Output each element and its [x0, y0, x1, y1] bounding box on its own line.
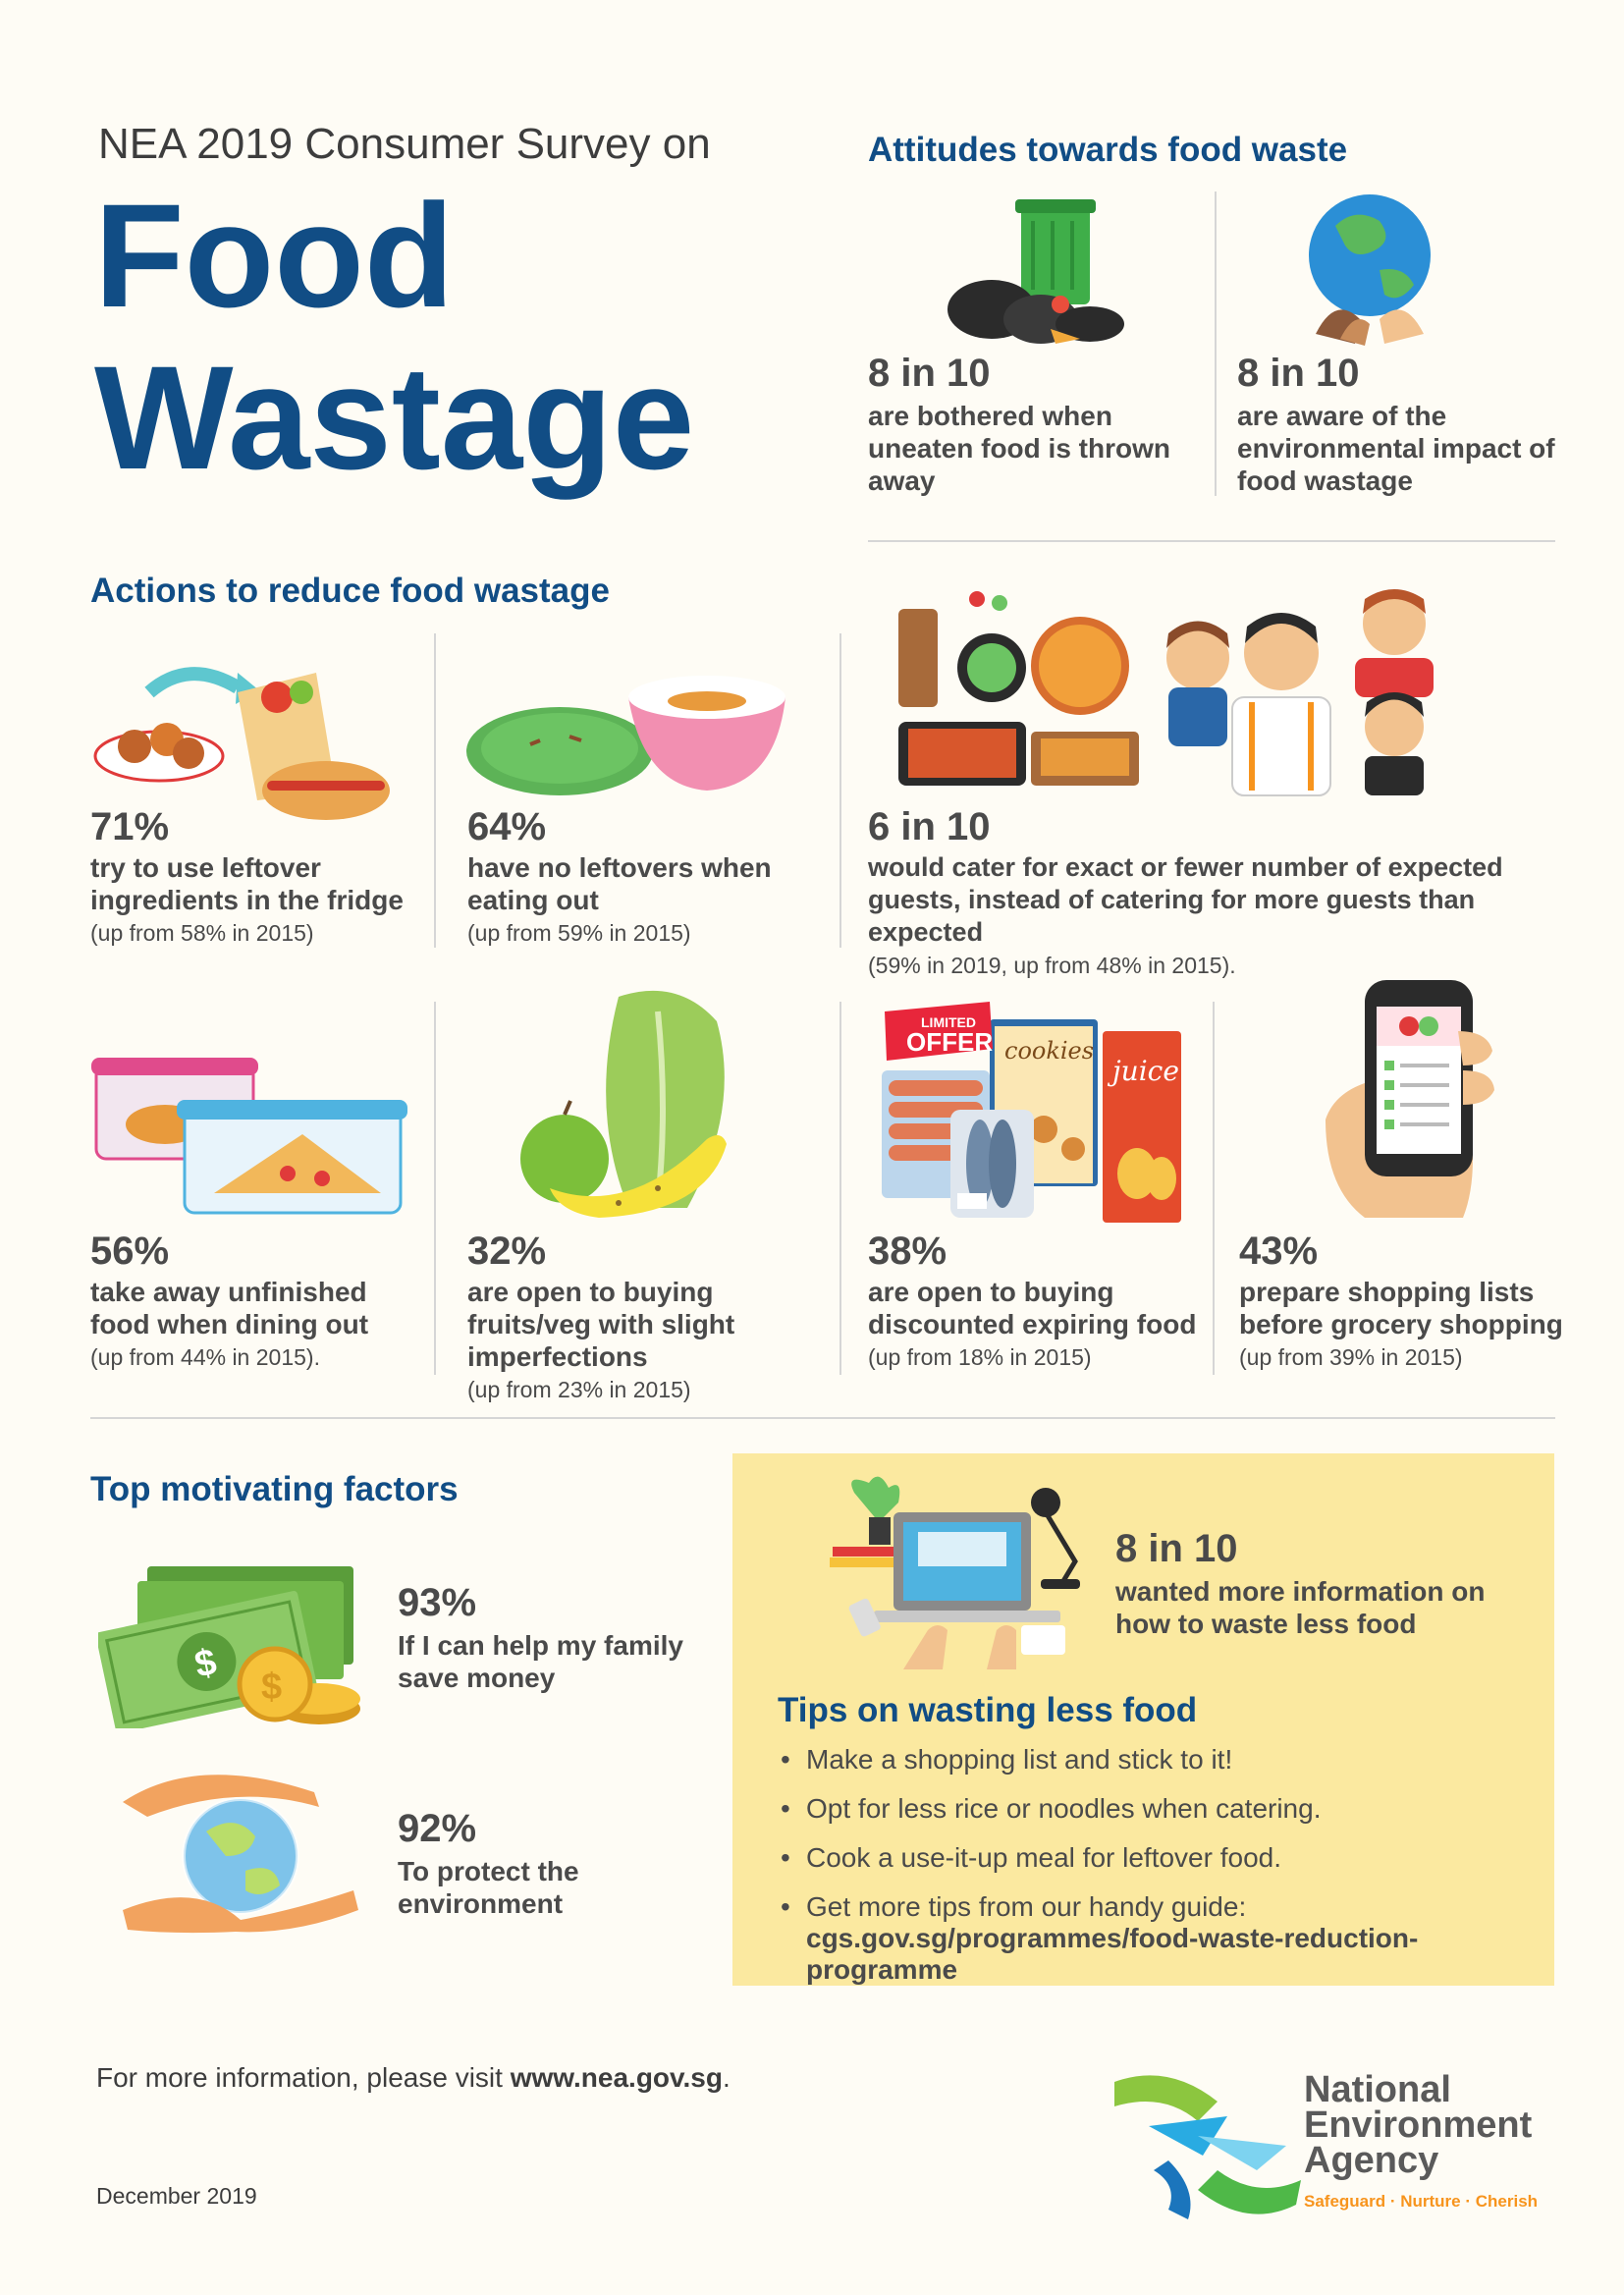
leftover-wrap-illustration — [90, 653, 405, 830]
footer-info-suffix: . — [722, 2062, 731, 2093]
footer-info: For more information, please visit www.n… — [96, 2062, 731, 2094]
attitude-aware-stat: 8 in 10 — [1237, 352, 1360, 395]
logo-line1: National — [1304, 2069, 1451, 2110]
action-catering-note: (59% in 2019, up from 48% in 2015). — [868, 953, 1236, 978]
footer-info-prefix: For more information, please visit — [96, 2062, 511, 2093]
action-leftover-ingredients-note: (up from 58% in 2015) — [90, 920, 314, 946]
motivating-heading: Top motivating factors — [90, 1470, 459, 1508]
page-title-line2: Wastage — [94, 335, 695, 500]
actions-row1-divider-a — [434, 633, 436, 948]
actions-row2-divider-b — [839, 1002, 841, 1375]
action-no-leftovers-stat: 64% — [467, 805, 547, 848]
attitude-bothered-text: are bothered when uneaten food is thrown… — [868, 401, 1170, 496]
info-request: 8 in 10 wanted more information on how t… — [1115, 1527, 1508, 1640]
logo-line3: Agency — [1304, 2140, 1439, 2181]
globe-hands-illustration — [1296, 187, 1443, 349]
action-catering-stat: 6 in 10 — [868, 805, 991, 848]
takeaway-containers-illustration — [86, 1046, 420, 1223]
action-discounted-food-text: are open to buying discounted expiring f… — [868, 1277, 1197, 1339]
attitude-aware: 8 in 10 are aware of the environmental i… — [1237, 352, 1571, 497]
action-discounted-food: 38% are open to buying discounted expiri… — [868, 1229, 1202, 1371]
money-illustration: $ $ — [98, 1561, 363, 1728]
action-no-leftovers: 64% have no leftovers when eating out (u… — [467, 805, 821, 947]
actions-row1-divider-b — [839, 633, 841, 948]
action-discounted-food-stat: 38% — [868, 1229, 947, 1273]
action-shopping-lists-text: prepare shopping lists before grocery sh… — [1239, 1277, 1563, 1339]
motivation-environment-text: To protect the environment — [398, 1856, 579, 1919]
attitude-bothered-stat: 8 in 10 — [868, 352, 991, 395]
action-leftover-ingredients-text: try to use leftover ingredients in the f… — [90, 852, 404, 915]
attitude-aware-text: are aware of the environmental impact of… — [1237, 401, 1555, 496]
offer-label-line2: OFFER — [906, 1027, 993, 1057]
offer-label-line1: LIMITED — [921, 1014, 976, 1030]
protect-globe-illustration — [118, 1763, 363, 1935]
trash-bin-illustration — [933, 191, 1129, 349]
tip-guide-text: Get more tips from our handy guide: — [806, 1891, 1247, 1922]
juice-label: juice — [1107, 1055, 1179, 1087]
motivation-environment-stat: 92% — [398, 1807, 477, 1850]
tip-item: Cook a use-it-up meal for leftover food. — [781, 1842, 1527, 1874]
action-shopping-lists-stat: 43% — [1239, 1229, 1319, 1273]
actions-row2-divider-a — [434, 1002, 436, 1375]
action-leftover-ingredients-stat: 71% — [90, 805, 170, 848]
info-request-text: wanted more information on how to waste … — [1115, 1576, 1486, 1639]
actions-bottom-divider — [90, 1417, 1555, 1419]
action-imperfect-produce-stat: 32% — [467, 1229, 547, 1273]
tips-list: Make a shopping list and stick to it! Op… — [781, 1744, 1527, 2003]
nea-website-link[interactable]: www.nea.gov.sg — [510, 2062, 723, 2093]
action-takeaway-note: (up from 44% in 2015). — [90, 1344, 320, 1370]
attitudes-heading: Attitudes towards food waste — [868, 131, 1348, 169]
discounted-food-illustration: cookies juice LIMITED OFFER — [877, 1002, 1191, 1228]
action-leftover-ingredients: 71% try to use leftover ingredients in t… — [90, 805, 424, 947]
action-catering: 6 in 10 would cater for exact or fewer n… — [868, 805, 1575, 979]
action-discounted-food-note: (up from 18% in 2015) — [868, 1344, 1092, 1370]
action-shopping-lists: 43% prepare shopping lists before grocer… — [1239, 1229, 1573, 1371]
action-takeaway-stat: 56% — [90, 1229, 170, 1273]
tip-item: Opt for less rice or noodles when cateri… — [781, 1793, 1527, 1825]
laptop-illustration — [825, 1473, 1100, 1674]
guide-link[interactable]: cgs.gov.sg/programmes/food-waste-reducti… — [806, 1923, 1419, 1985]
actions-heading: Actions to reduce food wastage — [90, 572, 610, 610]
tips-heading: Tips on wasting less food — [778, 1691, 1198, 1729]
footer-date: December 2019 — [96, 2183, 257, 2209]
motivation-environment: 92% To protect the environment — [398, 1807, 722, 1920]
logo-line2: Environment — [1304, 2104, 1533, 2146]
actions-row2-divider-c — [1213, 1002, 1215, 1375]
empty-plate-illustration — [461, 658, 795, 820]
logo-tagline: Safeguard · Nurture · Cherish — [1304, 2192, 1539, 2211]
motivation-save-money-text: If I can help my family save money — [398, 1630, 683, 1693]
tip-item: Make a shopping list and stick to it! — [781, 1744, 1527, 1776]
action-no-leftovers-note: (up from 59% in 2015) — [467, 920, 691, 946]
attitudes-bottom-divider — [868, 540, 1555, 542]
motivation-save-money: 93% If I can help my family save money — [398, 1581, 722, 1694]
action-shopping-lists-note: (up from 39% in 2015) — [1239, 1344, 1463, 1370]
action-takeaway: 56% take away unfinished food when dinin… — [90, 1229, 424, 1371]
svg-text:$: $ — [261, 1667, 282, 1708]
action-imperfect-produce-note: (up from 23% in 2015) — [467, 1377, 691, 1402]
attitudes-divider — [1215, 191, 1217, 496]
action-no-leftovers-text: have no leftovers when eating out — [467, 852, 772, 915]
tip-item: Get more tips from our handy guide:cgs.g… — [781, 1891, 1527, 1986]
catering-illustration — [884, 589, 1561, 800]
motivation-save-money-stat: 93% — [398, 1581, 477, 1624]
action-imperfect-produce-text: are open to buying fruits/veg with sligh… — [467, 1277, 735, 1372]
page-title-line1: Food — [94, 173, 455, 338]
survey-subtitle: NEA 2019 Consumer Survey on — [98, 120, 711, 168]
cookies-label: cookies — [1004, 1037, 1094, 1065]
action-imperfect-produce: 32% are open to buying fruits/veg with s… — [467, 1229, 831, 1403]
attitude-bothered: 8 in 10 are bothered when uneaten food i… — [868, 352, 1192, 497]
imperfect-produce-illustration — [511, 982, 766, 1223]
shopping-list-phone-illustration — [1316, 972, 1512, 1223]
action-takeaway-text: take away unfinished food when dining ou… — [90, 1277, 369, 1339]
nea-logo-text: National Environment Agency Safeguard · … — [1304, 2069, 1539, 2212]
info-request-stat: 8 in 10 — [1115, 1527, 1238, 1570]
action-catering-text: would cater for exact or fewer number of… — [868, 852, 1503, 947]
nea-logo-mark — [1110, 2062, 1306, 2224]
